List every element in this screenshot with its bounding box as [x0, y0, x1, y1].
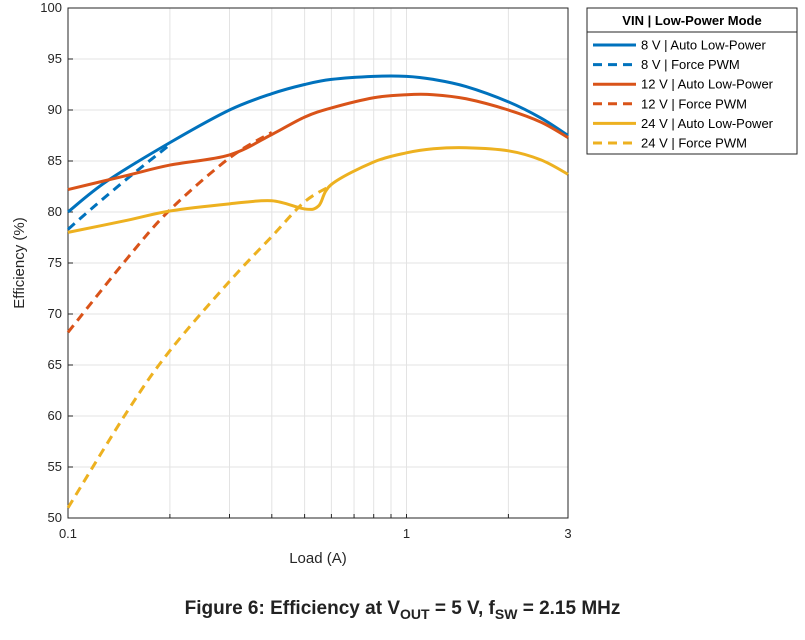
y-tick-label: 85	[48, 153, 62, 168]
y-tick-label: 70	[48, 306, 62, 321]
x-tick-label: 3	[564, 526, 571, 541]
series-line-5	[67, 146, 569, 234]
y-axis-label: Efficiency (%)	[11, 217, 28, 308]
caption-mid: = 5 V, f	[429, 598, 495, 619]
figure-caption: Figure 6: Efficiency at VOUT = 5 V, fSW …	[0, 598, 805, 622]
y-tick-label: 100	[40, 0, 62, 15]
legend-label-2: 8 V | Force PWM	[641, 57, 740, 72]
y-tick-label: 80	[48, 204, 62, 219]
legend-title: VIN | Low-Power Mode	[622, 13, 761, 28]
x-axis-label: Load (A)	[289, 550, 347, 567]
x-tick-label: 1	[403, 526, 410, 541]
series-line-1	[67, 74, 569, 214]
y-tick-label: 60	[48, 408, 62, 423]
caption-prefix: Figure 6: Efficiency at V	[184, 598, 400, 619]
y-tick-label: 90	[48, 102, 62, 117]
series-line-2	[67, 143, 171, 231]
series-line-3	[67, 92, 569, 192]
efficiency-chart: 0.1 1 3 50 55 60 65 70 75 80 85 90 95 100 Load (A) Ef…	[11, 0, 798, 567]
y-tick-label: 65	[48, 357, 62, 372]
y-tick-label: 50	[48, 510, 62, 525]
caption-sub-sw: SW	[494, 605, 518, 622]
grid	[67, 7, 569, 519]
axis-ticks: 0.1 1 3 50 55 60 65 70 75 80 85 90 95 100	[40, 0, 571, 541]
legend: VIN | Low-Power Mode 8 V | Auto Low-Powe…	[586, 7, 798, 155]
series-line-6	[66, 184, 333, 509]
series-lines	[66, 74, 569, 509]
caption-suffix: = 2.15 MHz	[517, 598, 621, 619]
legend-label-4: 12 V | Force PWM	[641, 96, 747, 111]
y-tick-label: 75	[48, 255, 62, 270]
legend-label-1: 8 V | Auto Low-Power	[641, 38, 766, 53]
legend-label-3: 12 V | Auto Low-Power	[641, 77, 774, 92]
legend-items: 8 V | Auto Low-Power 8 V | Force PWM 12 V …	[593, 38, 774, 151]
legend-label-5: 24 V | Auto Low-Power	[641, 116, 774, 131]
y-tick-label: 95	[48, 51, 62, 66]
y-tick-label: 55	[48, 459, 62, 474]
caption-sub-out: OUT	[400, 605, 430, 622]
legend-label-6: 24 V | Force PWM	[641, 136, 747, 151]
x-tick-label: 0.1	[59, 526, 77, 541]
